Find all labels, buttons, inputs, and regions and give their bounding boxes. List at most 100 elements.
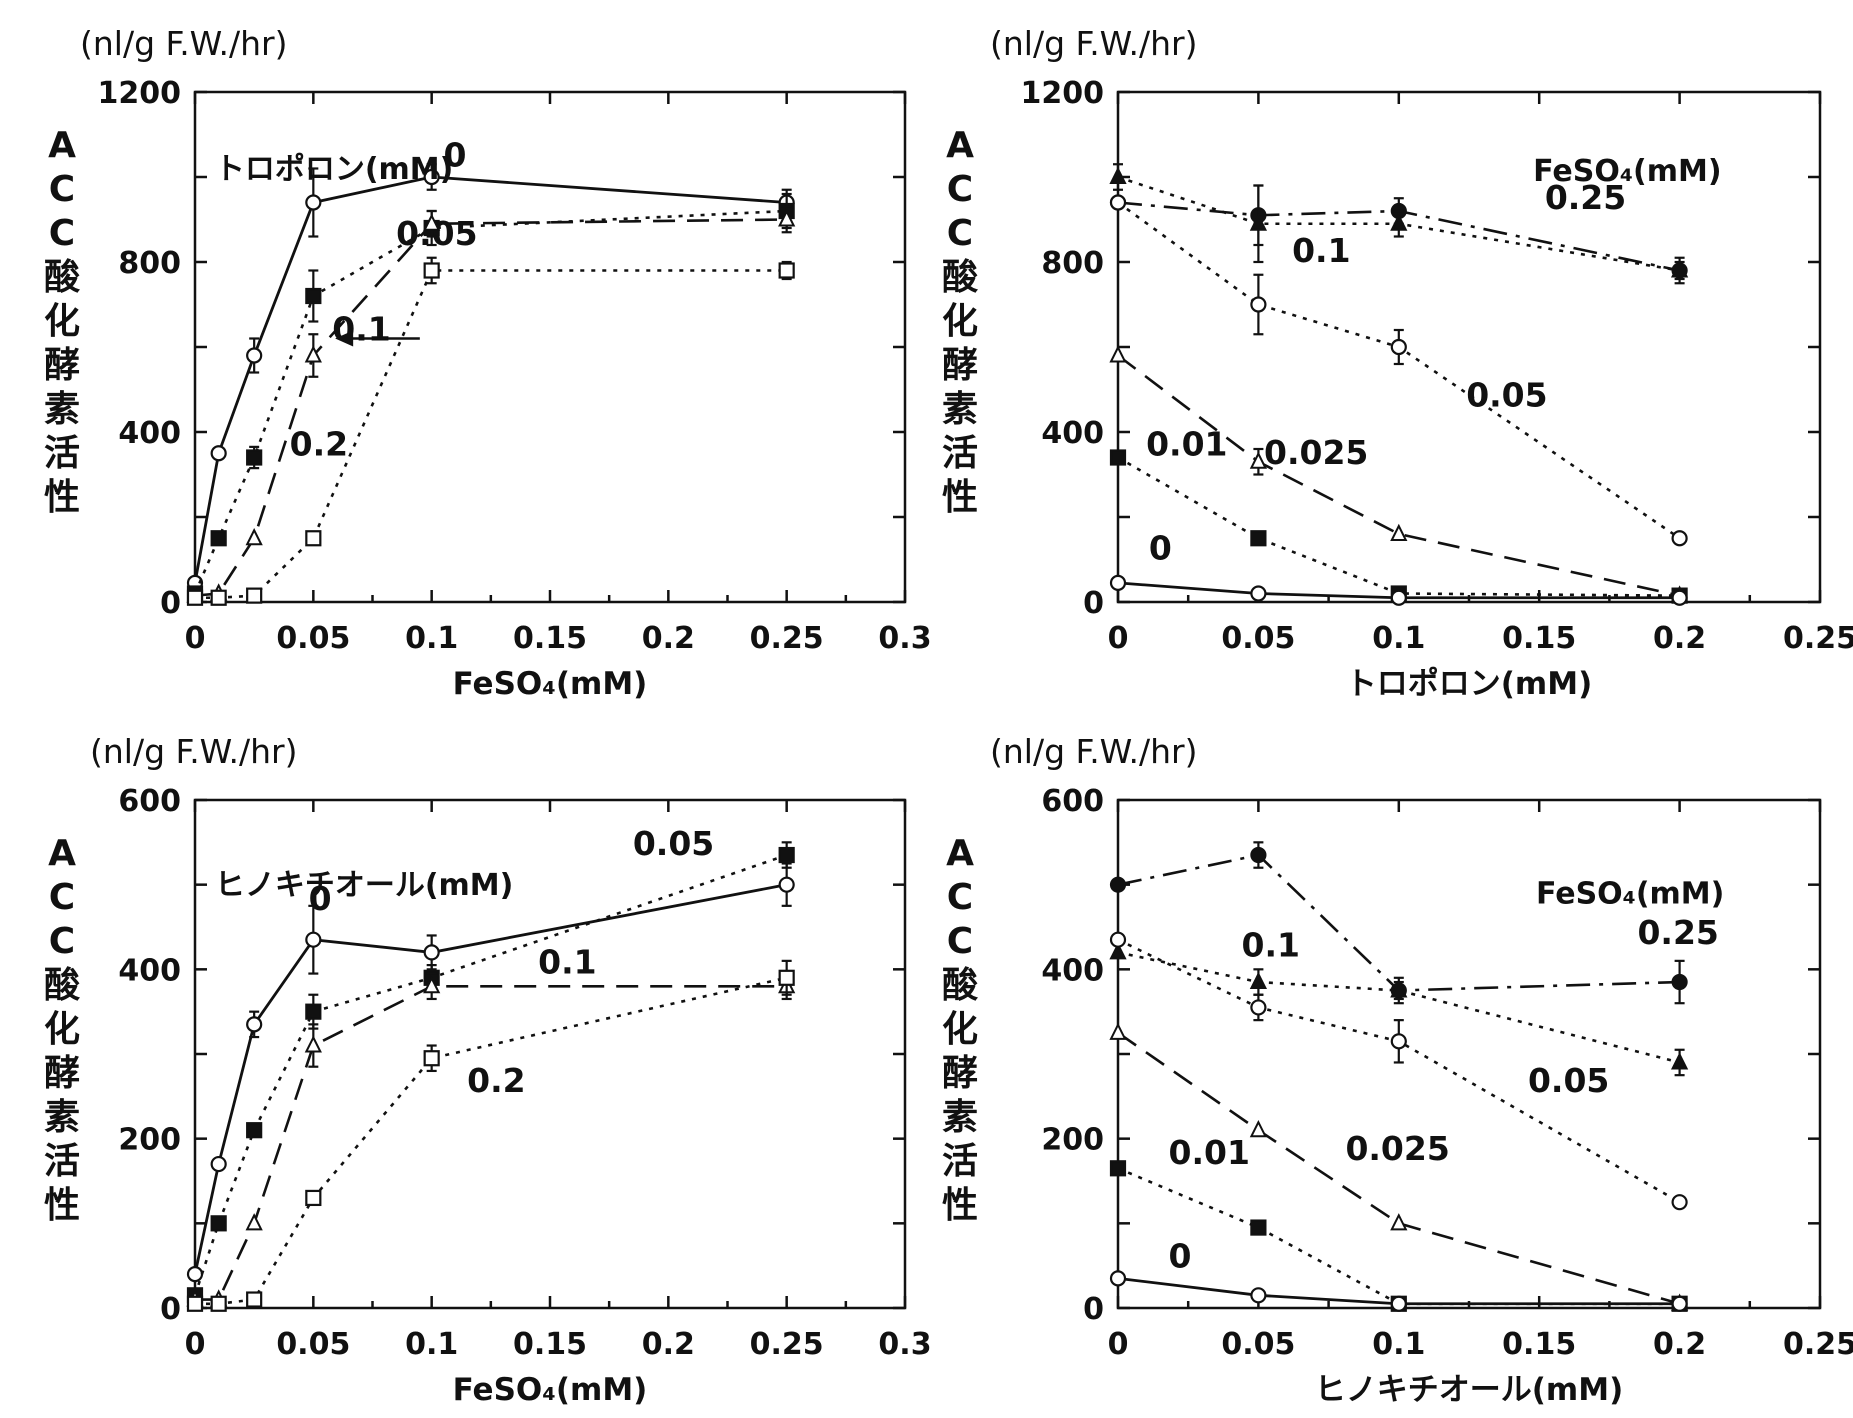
x-tick-label: 0.1 bbox=[1372, 1327, 1425, 1362]
data-point bbox=[1250, 846, 1267, 864]
y-tick-label: 0 bbox=[160, 586, 181, 621]
x-tick-label: 0.05 bbox=[276, 1327, 350, 1362]
series-0.05: 0.05 bbox=[1109, 194, 1688, 547]
series-label: 0.25 bbox=[1545, 178, 1626, 217]
data-point bbox=[1671, 1194, 1688, 1211]
y-axis-label-char: C bbox=[49, 877, 75, 918]
series-line bbox=[193, 209, 787, 595]
data-point bbox=[186, 1295, 204, 1312]
data-point bbox=[1390, 1213, 1408, 1231]
x-tick-label: 0.3 bbox=[878, 1327, 931, 1362]
x-tick-label: 0.3 bbox=[878, 621, 931, 656]
data-point bbox=[423, 944, 440, 961]
y-tick-label: 200 bbox=[1041, 1123, 1104, 1158]
y-tick-label: 1200 bbox=[1021, 76, 1105, 111]
y-axis-label-char: 化 bbox=[942, 301, 978, 342]
series-line bbox=[195, 984, 787, 1301]
data-point bbox=[1250, 530, 1267, 547]
data-point bbox=[1249, 213, 1268, 231]
y-unit-label: (nl/g F.W./hr) bbox=[80, 24, 288, 63]
series-label: 0.05 bbox=[633, 824, 714, 863]
data-point bbox=[305, 1189, 322, 1207]
y-axis-label-char: A bbox=[48, 125, 76, 166]
y-axis-label-char: 酸 bbox=[44, 257, 80, 298]
y-axis-label-char: 酵 bbox=[942, 345, 978, 386]
data-point bbox=[1109, 449, 1127, 466]
y-axis-label-char: 性 bbox=[942, 1185, 978, 1226]
chart-panel-1: 0 0.05 0.1 0.15 0.2 0.25 0.3 0 400 800 1200 (nl/g F… bbox=[44, 24, 932, 702]
y-axis-label-char: C bbox=[947, 169, 973, 210]
series-line bbox=[1117, 938, 1681, 1204]
series-line bbox=[1117, 853, 1680, 992]
data-point bbox=[1671, 530, 1688, 547]
series-0.1: 0.1 bbox=[1109, 163, 1689, 281]
x-tick-label: 0.2 bbox=[642, 621, 695, 656]
series-0.05: 0.05 bbox=[1109, 931, 1688, 1211]
y-tick-label: 800 bbox=[1041, 246, 1104, 281]
legend-title: ヒノキチオール(mM) bbox=[215, 868, 514, 903]
data-point bbox=[305, 194, 322, 211]
x-axis-label: トロポロン(mM) bbox=[1346, 666, 1593, 702]
y-axis-label-char: 酸 bbox=[942, 257, 978, 298]
y-axis-label-char: 性 bbox=[44, 1185, 80, 1226]
data-point bbox=[1109, 1022, 1127, 1040]
chart-panels: 0 0.05 0.1 0.15 0.2 0.25 0.3 0 400 800 1200 (nl/g F… bbox=[44, 24, 1853, 1408]
data-point bbox=[210, 589, 227, 606]
chart-panel-4: 0 0.05 0.1 0.15 0.2 0.25 0 200 400 600 (nl/g F.W./… bbox=[942, 732, 1853, 1408]
data-point bbox=[1109, 942, 1127, 960]
data-point bbox=[1250, 585, 1267, 602]
y-axis-label-char: C bbox=[49, 921, 75, 962]
data-point bbox=[423, 168, 440, 186]
y-axis-label-char: A bbox=[946, 833, 974, 874]
data-point bbox=[423, 976, 441, 994]
data-point bbox=[778, 876, 795, 893]
y-axis-label-char: 活 bbox=[942, 1141, 978, 1182]
series-0: 0 bbox=[186, 862, 795, 1283]
series-label: 0.1 bbox=[1292, 231, 1350, 270]
x-tick-label: 0.05 bbox=[1221, 621, 1295, 656]
x-tick-label: 0.2 bbox=[642, 1327, 695, 1362]
x-tick-label: 0.15 bbox=[513, 621, 587, 656]
y-tick-label: 1200 bbox=[98, 76, 182, 111]
series-label: 0.05 bbox=[1528, 1061, 1609, 1100]
y-axis-label-char: 素 bbox=[942, 1097, 978, 1138]
data-point bbox=[1250, 296, 1267, 313]
data-point bbox=[1390, 589, 1407, 606]
y-tick-label: 0 bbox=[160, 1292, 181, 1327]
chart-panel-3: 0 0.05 0.1 0.15 0.2 0.25 0.3 0 200 400 600 (nl/g F.… bbox=[44, 732, 932, 1408]
series-line bbox=[193, 883, 787, 1275]
y-unit-label: (nl/g F.W./hr) bbox=[990, 24, 1198, 63]
data-point bbox=[1670, 1052, 1689, 1070]
data-point bbox=[304, 1035, 322, 1053]
data-point bbox=[210, 530, 227, 547]
x-tick-label: 0.15 bbox=[1502, 621, 1576, 656]
y-axis-label-char: 酸 bbox=[942, 965, 978, 1006]
y-axis-label-char: 活 bbox=[942, 433, 978, 474]
x-tick-label: 0 bbox=[185, 1327, 206, 1362]
y-axis-label-char: 活 bbox=[44, 1141, 80, 1182]
series-0: 0 bbox=[186, 135, 795, 591]
data-point bbox=[1249, 1119, 1268, 1138]
y-tick-label: 800 bbox=[118, 246, 181, 281]
data-point bbox=[210, 1155, 227, 1173]
series-0.025: 0.025 bbox=[1109, 1022, 1689, 1311]
data-point bbox=[1109, 1160, 1127, 1177]
x-tick-label: 0.25 bbox=[750, 621, 824, 656]
data-point bbox=[1670, 260, 1689, 278]
series-line bbox=[1117, 354, 1680, 597]
y-axis-label-char: 酵 bbox=[942, 1053, 978, 1094]
y-tick-label: 600 bbox=[1041, 784, 1104, 819]
x-tick-label: 0.05 bbox=[276, 621, 350, 656]
series-label: 0.05 bbox=[396, 214, 477, 253]
series-label: 0.1 bbox=[1242, 926, 1300, 965]
series-line bbox=[1117, 175, 1680, 272]
y-tick-label: 400 bbox=[1041, 953, 1104, 988]
y-axis-label-char: 酸 bbox=[44, 965, 80, 1006]
x-tick-label: 0 bbox=[1108, 1327, 1129, 1362]
series-0.1: 0.1 bbox=[1109, 926, 1689, 1077]
series-0: 0 bbox=[1109, 1236, 1688, 1312]
data-point bbox=[305, 287, 322, 305]
x-tick-label: 0.2 bbox=[1653, 621, 1706, 656]
data-point bbox=[245, 528, 263, 546]
y-axis-label-char: 化 bbox=[44, 301, 80, 342]
